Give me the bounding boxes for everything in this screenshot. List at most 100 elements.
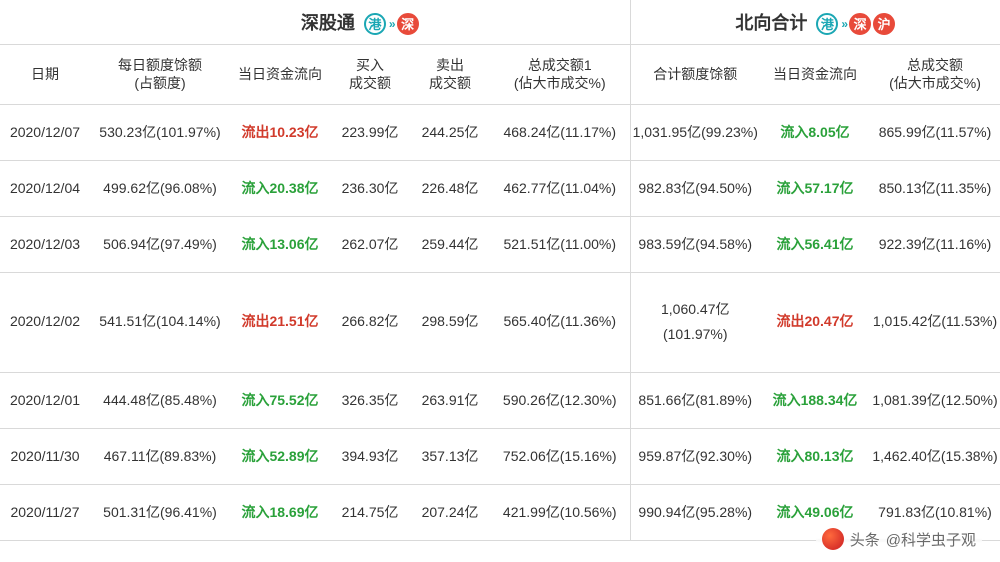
cell-flow2: 流入188.34亿 [760, 372, 870, 428]
table-row: 2020/12/04499.62亿(96.08%)流入20.38亿236.30亿… [0, 160, 1000, 216]
watermark-prefix: 头条 [850, 529, 880, 550]
cell-quota2: 1,031.95亿(99.23%) [630, 104, 760, 160]
flow-value: 流入49.06亿 [776, 504, 853, 520]
cell-buy: 262.07亿 [330, 216, 410, 272]
col-sell-l2: 成交额 [429, 74, 471, 92]
cell-quota: 499.62亿(96.08%) [90, 160, 230, 216]
cell-flow: 流入18.69亿 [230, 484, 330, 540]
flow-value: 流入13.06亿 [241, 236, 318, 252]
flow-value: 流入75.52亿 [241, 392, 318, 408]
watermark: 头条 @科学虫子观 [816, 526, 982, 552]
cell-date: 2020/11/30 [0, 428, 90, 484]
flow-value: 流入56.41亿 [776, 236, 853, 252]
flow-value: 流出21.51亿 [241, 313, 318, 329]
table-row: 2020/12/01444.48亿(85.48%)流入75.52亿326.35亿… [0, 372, 1000, 428]
cell-quota2: 1,060.47亿(101.97%) [630, 272, 760, 372]
cell-quota: 501.31亿(96.41%) [90, 484, 230, 540]
col-buy-l1: 买入 [349, 56, 391, 74]
flow-value: 流入18.69亿 [241, 504, 318, 520]
cell-date: 2020/12/07 [0, 104, 90, 160]
flow-value: 流入80.13亿 [776, 448, 853, 464]
stock-connect-table: 深股通 港 » 深 北向合计 港 » 深 沪 日期 [0, 0, 1000, 541]
badge-gang-icon: 港 [816, 13, 838, 35]
cell-sell: 357.13亿 [410, 428, 490, 484]
table-container: 深股通 港 » 深 北向合计 港 » 深 沪 日期 [0, 0, 1000, 541]
column-header-row: 日期 每日额度馀额 (占额度) 当日资金流向 买入 成交额 卖出 成交额 [0, 44, 1000, 104]
flow-value: 流入8.05亿 [780, 124, 849, 140]
table-row: 2020/11/30467.11亿(89.83%)流入52.89亿394.93亿… [0, 428, 1000, 484]
cell-buy: 236.30亿 [330, 160, 410, 216]
cell-total2: 922.39亿(11.16%) [870, 216, 1000, 272]
cell-total1: 421.99亿(10.56%) [490, 484, 630, 540]
table-body: 2020/12/07530.23亿(101.97%)流出10.23亿223.99… [0, 104, 1000, 540]
table-row: 2020/12/02541.51亿(104.14%)流出21.51亿266.82… [0, 272, 1000, 372]
cell-date: 2020/12/02 [0, 272, 90, 372]
cell-quota: 530.23亿(101.97%) [90, 104, 230, 160]
cell-total2: 1,081.39亿(12.50%) [870, 372, 1000, 428]
cell-quota2: 990.94亿(95.28%) [630, 484, 760, 540]
badge-hu-icon: 沪 [873, 13, 895, 35]
badge-shen-icon: 深 [849, 13, 871, 35]
cell-flow: 流入75.52亿 [230, 372, 330, 428]
cell-flow: 流入52.89亿 [230, 428, 330, 484]
section-right-title: 北向合计 [735, 13, 807, 33]
cell-quota: 506.94亿(97.49%) [90, 216, 230, 272]
blank-header [0, 0, 90, 44]
table-row: 2020/12/03506.94亿(97.49%)流入13.06亿262.07亿… [0, 216, 1000, 272]
col-buy-l2: 成交额 [349, 74, 391, 92]
cell-buy: 394.93亿 [330, 428, 410, 484]
table-row: 2020/12/07530.23亿(101.97%)流出10.23亿223.99… [0, 104, 1000, 160]
col-flow[interactable]: 当日资金流向 [230, 44, 330, 104]
cell-total1: 468.24亿(11.17%) [490, 104, 630, 160]
cell-quota2: 982.83亿(94.50%) [630, 160, 760, 216]
flow-value: 流出20.47亿 [776, 313, 853, 329]
cell-sell: 263.91亿 [410, 372, 490, 428]
cell-total1: 752.06亿(15.16%) [490, 428, 630, 484]
cell-quota2: 983.59亿(94.58%) [630, 216, 760, 272]
col-total1-l1: 总成交额1 [514, 56, 606, 74]
arrows-icon: » [840, 17, 847, 31]
cell-buy: 326.35亿 [330, 372, 410, 428]
cell-quota: 467.11亿(89.83%) [90, 428, 230, 484]
col-total1-l2: (佔大市成交%) [514, 74, 606, 92]
badge-shen-icon: 深 [397, 13, 419, 35]
col-sell-l1: 卖出 [429, 56, 471, 74]
section-left-title: 深股通 [301, 13, 355, 33]
col-quota[interactable]: 每日额度馀额 (占额度) [90, 44, 230, 104]
cell-flow: 流入13.06亿 [230, 216, 330, 272]
col-quota-l2: (占额度) [118, 74, 202, 92]
badge-group-left: 港 » 深 [364, 13, 419, 35]
cell-flow: 流出10.23亿 [230, 104, 330, 160]
cell-total1: 521.51亿(11.00%) [490, 216, 630, 272]
badge-group-right: 港 » 深 沪 [816, 13, 895, 35]
watermark-handle: @科学虫子观 [886, 529, 976, 550]
col-flow2[interactable]: 当日资金流向 [760, 44, 870, 104]
cell-buy: 223.99亿 [330, 104, 410, 160]
col-sell[interactable]: 卖出 成交额 [410, 44, 490, 104]
cell-flow: 流入20.38亿 [230, 160, 330, 216]
flow-value: 流入188.34亿 [773, 392, 858, 408]
badge-gang-icon: 港 [364, 13, 386, 35]
cell-sell: 207.24亿 [410, 484, 490, 540]
col-total2[interactable]: 总成交额 (佔大市成交%) [870, 44, 1000, 104]
section-right-header: 北向合计 港 » 深 沪 [630, 0, 1000, 44]
cell-flow2: 流出20.47亿 [760, 272, 870, 372]
cell-sell: 298.59亿 [410, 272, 490, 372]
col-total1[interactable]: 总成交额1 (佔大市成交%) [490, 44, 630, 104]
cell-total1: 462.77亿(11.04%) [490, 160, 630, 216]
cell-sell: 244.25亿 [410, 104, 490, 160]
col-total2-l1: 总成交额 [889, 56, 981, 74]
col-buy[interactable]: 买入 成交额 [330, 44, 410, 104]
cell-sell: 259.44亿 [410, 216, 490, 272]
cell-total1: 590.26亿(12.30%) [490, 372, 630, 428]
cell-date: 2020/12/01 [0, 372, 90, 428]
col-date[interactable]: 日期 [0, 44, 90, 104]
arrows-icon: » [388, 17, 395, 31]
watermark-logo-icon [822, 528, 844, 550]
section-left-header: 深股通 港 » 深 [90, 0, 630, 44]
col-quota2[interactable]: 合计额度馀额 [630, 44, 760, 104]
cell-total2: 1,015.42亿(11.53%) [870, 272, 1000, 372]
cell-flow2: 流入57.17亿 [760, 160, 870, 216]
col-quota-l1: 每日额度馀额 [118, 56, 202, 74]
cell-quota: 541.51亿(104.14%) [90, 272, 230, 372]
